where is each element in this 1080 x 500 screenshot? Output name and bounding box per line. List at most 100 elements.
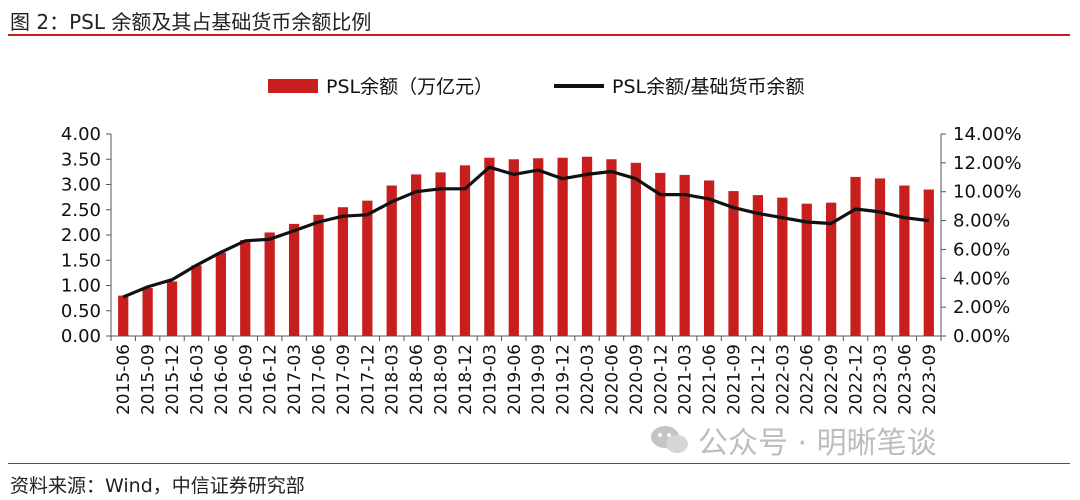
legend-line-label: PSL余额/基础货币余额 <box>612 76 805 98</box>
left-tick-label: 0.00 <box>61 326 101 347</box>
x-tick-label: 2022-03 <box>773 344 793 415</box>
legend-bar-swatch <box>268 79 318 93</box>
x-tick-label: 2022-12 <box>847 344 867 415</box>
x-tick-label: 2020-12 <box>651 344 671 415</box>
bar <box>752 195 764 336</box>
bar <box>484 157 495 336</box>
bar <box>313 214 324 336</box>
bar <box>411 174 422 336</box>
right-tick-label: 6.00% <box>953 239 1010 260</box>
left-tick-label: 4.00 <box>61 124 101 145</box>
tick-labels: 0.00 0.50 1.00 1.50 2.00 2.50 3.00 3.50 4.00 0.00… <box>61 124 1022 415</box>
x-tick-label: 2019-06 <box>505 344 525 415</box>
watermark: 公众号 · 明晰笔谈 <box>650 418 937 462</box>
bar-series <box>118 156 934 336</box>
x-tick-label: 2015-12 <box>163 344 183 415</box>
left-tick-label: 0.50 <box>61 301 101 322</box>
x-tick-label: 2021-06 <box>700 344 720 415</box>
bar <box>557 157 568 336</box>
x-tick-label: 2021-03 <box>676 344 696 415</box>
x-tick-label: 2017-12 <box>358 344 378 415</box>
x-tick-label: 2021-12 <box>749 344 769 415</box>
bar <box>826 202 837 336</box>
bar <box>703 180 715 336</box>
bar <box>118 295 129 336</box>
top-divider <box>8 34 1070 36</box>
bar <box>874 178 886 336</box>
x-tick-label: 2022-09 <box>822 344 842 415</box>
x-tick-label: 2023-09 <box>920 344 940 415</box>
right-tick-label: 4.00% <box>953 268 1010 289</box>
bottom-divider <box>8 463 1070 464</box>
wechat-icon <box>650 423 690 457</box>
bar <box>215 252 226 336</box>
x-tick-label: 2020-03 <box>578 344 598 415</box>
right-tick-label: 12.00% <box>953 153 1022 174</box>
bar <box>581 156 593 336</box>
x-tick-label: 2019-03 <box>480 344 500 415</box>
x-tick-label: 2019-09 <box>529 344 549 415</box>
figure-title: 图 2：PSL 余额及其占基础货币余额比例 <box>10 10 372 34</box>
bar <box>240 240 251 336</box>
x-tick-label: 2016-06 <box>212 344 232 415</box>
x-tick-label: 2017-06 <box>310 344 330 415</box>
x-tick-label: 2020-06 <box>602 344 622 415</box>
x-tick-label: 2017-09 <box>334 344 354 415</box>
bar <box>142 288 153 336</box>
bar <box>655 172 666 336</box>
bar <box>288 223 300 336</box>
right-tick-label: 0.00% <box>953 326 1010 347</box>
right-tick-label: 10.00% <box>953 182 1022 203</box>
bar <box>337 207 349 336</box>
bar <box>508 159 519 336</box>
bar <box>435 172 446 336</box>
left-tick-label: 3.50 <box>61 149 101 170</box>
x-tick-label: 2018-03 <box>383 344 403 415</box>
bar <box>777 197 788 336</box>
x-tick-label: 2023-03 <box>871 344 891 415</box>
right-tick-label: 2.00% <box>953 297 1010 318</box>
ratio-line <box>122 165 929 299</box>
bar <box>533 158 544 336</box>
bar <box>728 191 739 336</box>
x-tick-label: 2018-06 <box>407 344 427 415</box>
x-tick-label: 2022-06 <box>798 344 818 415</box>
line-series <box>122 165 929 299</box>
axes <box>106 133 946 341</box>
bar <box>606 159 617 336</box>
x-tick-label: 2016-09 <box>236 344 256 415</box>
x-tick-label: 2020-09 <box>627 344 647 415</box>
bar <box>850 176 861 336</box>
right-tick-label: 8.00% <box>953 211 1010 232</box>
x-tick-label: 2016-12 <box>261 344 281 415</box>
source-note: 资料来源：Wind，中信证券研究部 <box>10 475 305 497</box>
bar <box>679 174 690 336</box>
x-tick-label: 2018-12 <box>456 344 476 415</box>
left-tick-label: 3.00 <box>61 175 101 196</box>
bar <box>264 232 275 336</box>
legend-bar-label: PSL余额（万亿元） <box>326 76 493 98</box>
chart: PSL余额（万亿元） PSL余额/基础货币余额 0.00 0.50 1.00 1.50… <box>61 76 1022 415</box>
left-tick-label: 2.00 <box>61 225 101 246</box>
left-tick-label: 2.50 <box>61 200 101 221</box>
left-tick-label: 1.00 <box>61 276 101 297</box>
x-tick-label: 2015-06 <box>114 344 134 415</box>
watermark-text: 公众号 · 明晰笔谈 <box>698 426 937 461</box>
bar <box>386 185 397 336</box>
bar <box>923 189 934 336</box>
x-tick-label: 2021-09 <box>725 344 745 415</box>
x-tick-label: 2015-09 <box>139 344 159 415</box>
bar <box>899 185 910 336</box>
legend: PSL余额（万亿元） PSL余额/基础货币余额 <box>268 76 805 98</box>
x-tick-label: 2017-03 <box>285 344 305 415</box>
x-tick-label: 2019-12 <box>554 344 574 415</box>
bar <box>191 265 202 336</box>
left-tick-label: 1.50 <box>61 250 101 271</box>
x-tick-label: 2016-03 <box>187 344 207 415</box>
bar <box>459 165 471 336</box>
x-tick-label: 2023-06 <box>895 344 915 415</box>
bar <box>630 162 641 336</box>
bar <box>362 200 373 336</box>
bar <box>801 203 812 336</box>
x-tick-label: 2018-09 <box>432 344 452 415</box>
